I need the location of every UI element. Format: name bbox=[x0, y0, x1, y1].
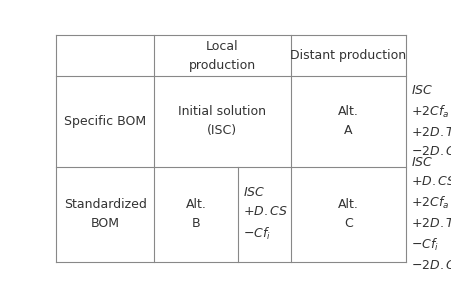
Text: Distant production: Distant production bbox=[290, 49, 406, 62]
Text: Initial solution
(ISC): Initial solution (ISC) bbox=[179, 105, 267, 137]
Text: Alt.
B: Alt. B bbox=[186, 198, 207, 230]
Text: $ISC$
$+D.CS$
$+2Cf_a$
$+2D.T$
$-Cf_i$
$-2D.CV$: $ISC$ $+D.CS$ $+2Cf_a$ $+2D.T$ $-Cf_i$ $… bbox=[411, 156, 451, 273]
Text: $ISC$
$+D.CS$
$-Cf_i$: $ISC$ $+D.CS$ $-Cf_i$ bbox=[244, 186, 288, 242]
Text: Standardized
BOM: Standardized BOM bbox=[64, 198, 147, 230]
Text: Alt.
A: Alt. A bbox=[338, 105, 359, 137]
Text: Specific BOM: Specific BOM bbox=[64, 115, 147, 128]
Text: Local
production: Local production bbox=[189, 40, 256, 72]
Text: Alt.
C: Alt. C bbox=[338, 198, 359, 230]
Text: $ISC$
$+2Cf_a$
$+2D.T$
$-2D.CV$: $ISC$ $+2Cf_a$ $+2D.T$ $-2D.CV$ bbox=[411, 84, 451, 158]
